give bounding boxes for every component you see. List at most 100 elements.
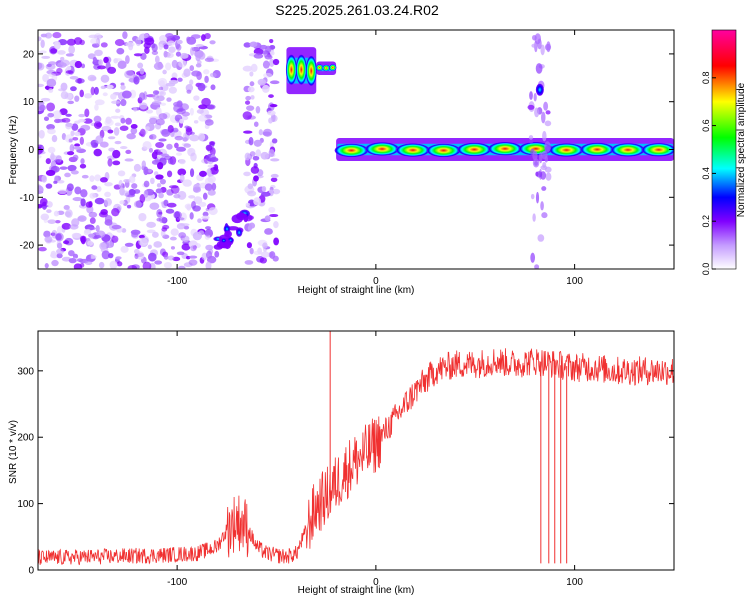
noise-blob [64, 211, 72, 218]
noise-blob [160, 230, 166, 237]
noise-blob [263, 72, 273, 78]
stripe-blob [537, 234, 545, 242]
noise-blob [188, 255, 198, 259]
noise-blob [161, 128, 171, 137]
noise-blob [114, 140, 122, 145]
noise-blob [204, 32, 211, 40]
track-core [365, 142, 400, 156]
stripe-blob [540, 171, 547, 180]
noise-blob [107, 66, 117, 74]
noise-blob [94, 197, 105, 205]
noise-blob [190, 46, 195, 56]
noise-blob [69, 144, 75, 153]
noise-blob [189, 79, 194, 86]
noise-blob [155, 151, 163, 155]
noise-blob [269, 80, 280, 85]
noise-blob [139, 92, 146, 101]
noise-blob [244, 260, 254, 265]
noise-blob [176, 217, 185, 221]
noise-blob [191, 201, 196, 209]
noise-blob [158, 138, 167, 142]
noise-blob [159, 90, 166, 96]
noise-blob [168, 79, 179, 85]
x-tick-label: 0 [373, 577, 379, 588]
noise-blob [68, 138, 73, 143]
noise-blob [104, 182, 113, 187]
noise-blob [47, 112, 55, 118]
top-x-ticks: -100 0 100 [167, 30, 583, 287]
noise-blob [207, 189, 216, 196]
noise-blob [117, 170, 126, 177]
noise-blob [107, 136, 116, 140]
noise-blob [39, 104, 46, 111]
noise-blob [171, 59, 178, 69]
noise-blob [163, 262, 173, 269]
noise-blob [38, 155, 42, 159]
noise-blob [198, 201, 207, 207]
noise-blob [156, 107, 162, 116]
noise-blob [63, 240, 70, 245]
stripe-blob [531, 35, 537, 41]
noise-blob [139, 102, 148, 110]
noise-blob [88, 233, 95, 238]
noise-blob [67, 164, 77, 172]
noise-blob [263, 50, 269, 58]
noise-blob [142, 141, 152, 150]
y-tick-label: 0 [28, 566, 34, 577]
noise-blob [81, 63, 86, 69]
noise-blob [96, 65, 107, 70]
noise-blob [72, 137, 79, 141]
noise-blob [79, 235, 87, 243]
noise-blob [253, 139, 262, 147]
noise-blob [138, 237, 148, 247]
noise-blob [83, 118, 93, 124]
noise-blob [207, 169, 212, 178]
noise-blob [120, 99, 127, 107]
noise-blob [80, 198, 86, 207]
noise-blob [39, 198, 48, 207]
noise-blob [188, 195, 196, 199]
noise-blob [269, 213, 279, 218]
noise-blob [183, 68, 191, 77]
track-core [329, 64, 337, 71]
noise-blob [89, 254, 97, 259]
noise-blob [253, 121, 259, 127]
noise-blob [120, 84, 126, 90]
y-tick-label: 20 [23, 49, 35, 60]
noise-blob [188, 259, 198, 266]
noise-blob [133, 106, 138, 112]
noise-blob [178, 232, 187, 239]
noise-blob [144, 37, 155, 46]
stripe-blob [545, 145, 551, 154]
noise-blob [87, 240, 94, 246]
noise-blob [61, 117, 71, 123]
noise-blob [209, 157, 219, 163]
noise-blob [74, 95, 80, 102]
bottom-x-ticks: -100 0 100 [167, 331, 583, 588]
noise-blob [154, 55, 160, 64]
noise-blob [158, 113, 168, 120]
noise-blob [250, 63, 258, 73]
noise-blob [135, 37, 142, 47]
noise-blob [201, 97, 211, 107]
noise-blob [154, 260, 163, 265]
noise-blob [170, 228, 179, 236]
noise-blob [129, 175, 136, 184]
noise-blob [272, 188, 281, 195]
noise-blob [153, 62, 164, 71]
noise-blob [197, 82, 206, 92]
stripe-blob [540, 165, 548, 171]
noise-blob [262, 128, 273, 137]
noise-blob [67, 100, 75, 105]
noise-blob [43, 116, 50, 121]
noise-blob [127, 265, 138, 269]
noise-blob [260, 151, 269, 160]
noise-blob [260, 251, 270, 258]
noise-blob [193, 120, 199, 124]
noise-blob [118, 179, 123, 189]
noise-blob [249, 247, 254, 255]
noise-blob [243, 42, 251, 48]
noise-blob [126, 204, 132, 209]
noise-blob [178, 265, 186, 269]
noise-blob [214, 250, 220, 258]
